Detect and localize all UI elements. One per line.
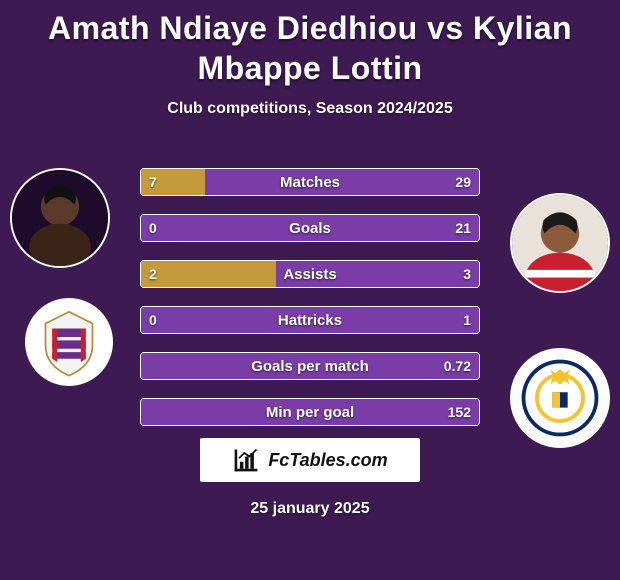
brand-badge: FcTables.com [200, 438, 420, 482]
club-left-badge-icon [27, 300, 111, 384]
stat-bar-row: Assists23 [140, 260, 480, 288]
player-right-avatar [510, 193, 610, 293]
stat-bar-fill-right [141, 399, 479, 425]
comparison-card: Amath Ndiaye Diedhiou vs Kylian Mbappe L… [0, 0, 620, 580]
page-title: Amath Ndiaye Diedhiou vs Kylian Mbappe L… [0, 8, 620, 88]
stat-bar-fill-right [141, 353, 479, 379]
stat-bar-row: Goals per match0.72 [140, 352, 480, 380]
player-right-avatar-icon [512, 195, 608, 291]
stat-bar-row: Goals021 [140, 214, 480, 242]
stat-bar-fill-left [141, 169, 205, 195]
stat-bar-fill-right [205, 169, 479, 195]
stat-bar-fill-right [141, 215, 479, 241]
club-right-badge [510, 348, 610, 448]
comparison-stage: Matches729 Goals021 Assists23 Hattricks01 Go… [0, 148, 620, 428]
date-label: 25 january 2025 [0, 500, 620, 518]
club-left-badge [25, 298, 113, 386]
player-left-avatar-icon [12, 170, 108, 266]
stat-bar-row: Hattricks01 [140, 306, 480, 334]
stat-bar-fill-right [141, 307, 479, 333]
subtitle: Club competitions, Season 2024/2025 [0, 100, 620, 118]
chart-icon [232, 446, 260, 474]
club-right-badge-icon [512, 350, 608, 446]
stat-bar-row: Min per goal152 [140, 398, 480, 426]
stat-bar-fill-right [276, 261, 479, 287]
brand-text: FcTables.com [268, 450, 387, 471]
stat-bar-list: Matches729 Goals021 Assists23 Hattricks01 Go… [140, 168, 480, 444]
stat-bar-row: Matches729 [140, 168, 480, 196]
player-left-avatar [10, 168, 110, 268]
stat-bar-fill-left [141, 261, 276, 287]
